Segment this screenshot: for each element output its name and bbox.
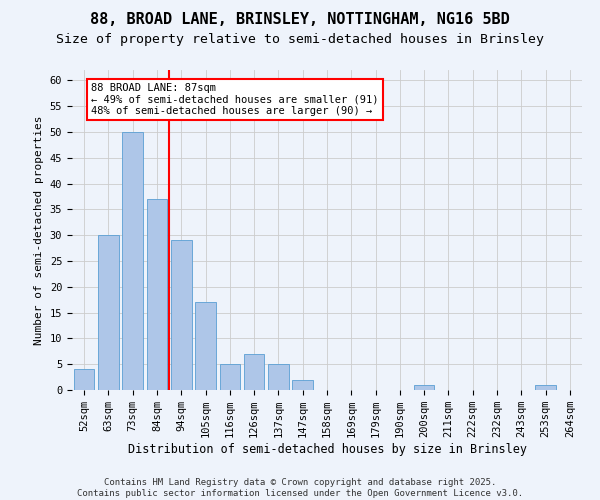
Bar xyxy=(195,302,216,390)
Y-axis label: Number of semi-detached properties: Number of semi-detached properties xyxy=(34,116,44,345)
Bar xyxy=(146,199,167,390)
X-axis label: Distribution of semi-detached houses by size in Brinsley: Distribution of semi-detached houses by … xyxy=(128,443,527,456)
Bar xyxy=(98,235,119,390)
Bar xyxy=(171,240,191,390)
Bar xyxy=(535,385,556,390)
Bar xyxy=(414,385,434,390)
Bar xyxy=(122,132,143,390)
Bar xyxy=(292,380,313,390)
Text: 88, BROAD LANE, BRINSLEY, NOTTINGHAM, NG16 5BD: 88, BROAD LANE, BRINSLEY, NOTTINGHAM, NG… xyxy=(90,12,510,28)
Bar xyxy=(220,364,240,390)
Text: Contains HM Land Registry data © Crown copyright and database right 2025.
Contai: Contains HM Land Registry data © Crown c… xyxy=(77,478,523,498)
Bar xyxy=(74,370,94,390)
Text: 88 BROAD LANE: 87sqm
← 49% of semi-detached houses are smaller (91)
48% of semi-: 88 BROAD LANE: 87sqm ← 49% of semi-detac… xyxy=(91,83,379,116)
Text: Size of property relative to semi-detached houses in Brinsley: Size of property relative to semi-detach… xyxy=(56,32,544,46)
Bar xyxy=(244,354,265,390)
Bar xyxy=(268,364,289,390)
